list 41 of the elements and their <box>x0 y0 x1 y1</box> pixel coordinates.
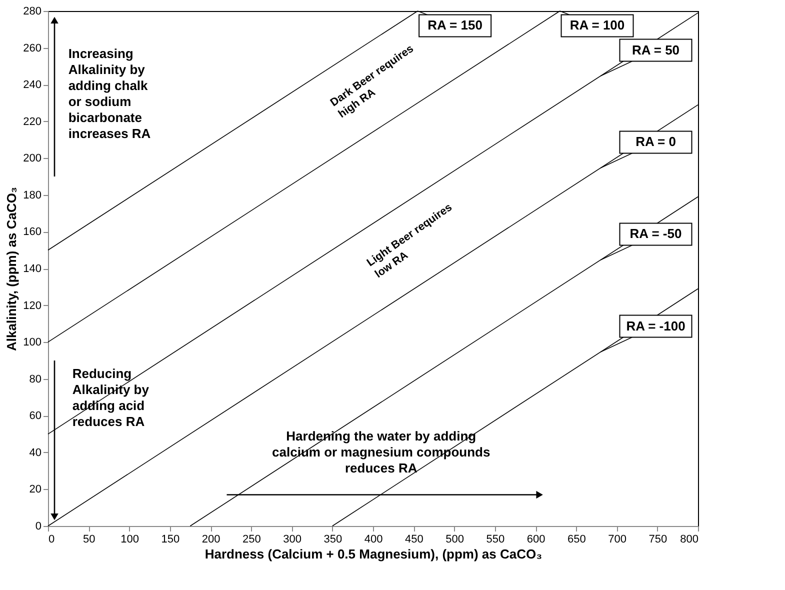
x-tick-label: 500 <box>446 534 464 546</box>
y-tick-label: 120 <box>23 300 42 312</box>
x-tick-label: 150 <box>161 534 180 546</box>
x-tick-label: 300 <box>283 534 302 546</box>
x-tick-label: 50 <box>83 534 96 546</box>
x-tick-label: 400 <box>364 534 383 546</box>
y-tick-label: 280 <box>23 6 42 18</box>
series-label: RA = 150 <box>428 18 482 33</box>
series-label: RA = 0 <box>636 134 676 150</box>
y-tick-label: 220 <box>23 116 42 128</box>
x-tick-label: 750 <box>648 534 668 546</box>
x-tick-label: 200 <box>202 534 220 546</box>
y-tick-label: 160 <box>23 226 42 238</box>
x-axis-title: Hardness (Calcium + 0.5 Magnesium), (ppm) as CaCO₃ <box>204 546 542 562</box>
y-tick-label: 20 <box>29 484 42 496</box>
x-tick-label: 600 <box>526 534 546 546</box>
x-tick-label: 100 <box>120 534 139 546</box>
x-tick-label: 700 <box>608 534 626 546</box>
x-tick-label: 0 <box>48 534 55 546</box>
y-tick-label: 240 <box>23 79 42 92</box>
y-tick-label: 40 <box>29 446 42 459</box>
x-tick-label: 550 <box>486 534 505 546</box>
annotation: Increasing Alkalinity by adding chalk or sodium bicarbonate increases RA <box>68 46 152 141</box>
x-tick-label: 800 <box>680 534 698 546</box>
y-tick-label: 100 <box>23 336 42 349</box>
series-label: RA = 50 <box>632 42 680 58</box>
series-label: RA = 100 <box>570 18 625 33</box>
y-tick-label: 140 <box>23 263 42 275</box>
y-tick-label: 260 <box>23 42 42 54</box>
y-tick-label: 200 <box>23 152 42 165</box>
y-tick-label: 0 <box>35 520 42 532</box>
x-tick-label: 450 <box>404 534 424 546</box>
y-axis-title: Alkalinity, (ppm) as CaCO₃ <box>4 187 20 351</box>
x-tick-label: 650 <box>567 534 586 546</box>
y-tick-label: 180 <box>23 189 42 202</box>
y-tick-label: 60 <box>29 410 42 422</box>
x-tick-label: 350 <box>324 534 342 546</box>
x-tick-label: 250 <box>242 534 261 546</box>
series-label: RA = -50 <box>630 226 682 242</box>
series-label: RA = -100 <box>626 318 686 334</box>
y-tick-label: 80 <box>29 373 42 386</box>
